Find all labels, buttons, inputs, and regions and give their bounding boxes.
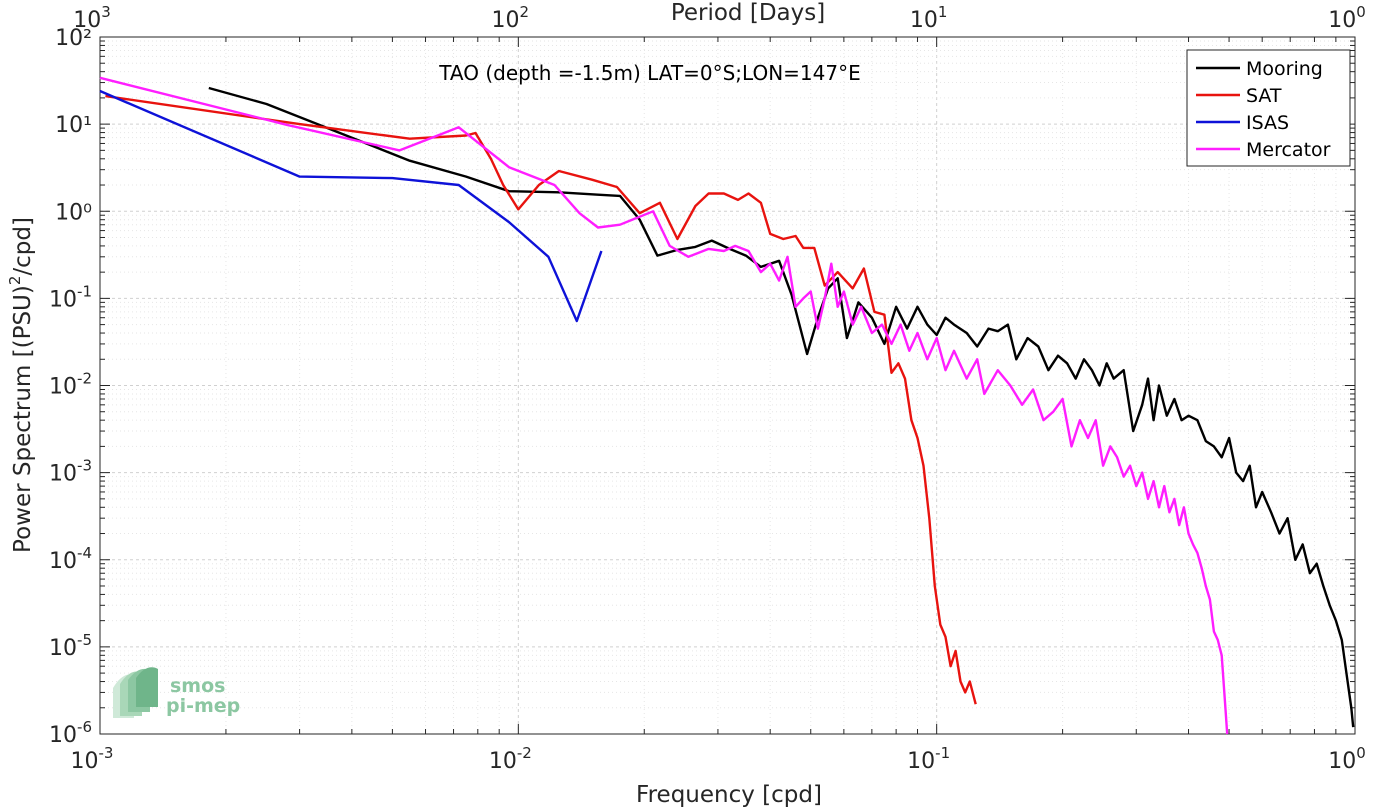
y-tick-label-exp: -5: [77, 631, 92, 649]
y-tick-label: 10-5: [49, 631, 92, 661]
top-tick-label-base: 10: [73, 8, 101, 33]
grid-layer: [99, 37, 1355, 735]
y-tick-label-base: 10: [49, 636, 77, 661]
y-tick-label: 10-1: [49, 282, 92, 312]
top-tick-label-exp: 1: [938, 3, 948, 21]
top-tick-label-exp: 3: [101, 3, 111, 21]
legend-label-sat: SAT: [1246, 85, 1282, 107]
top-tick-label-exp: 2: [520, 3, 530, 21]
legend-label-isas: ISAS: [1246, 112, 1289, 134]
x-tick-label: 10-1: [907, 744, 950, 774]
x-tick-label-base: 10: [489, 749, 517, 774]
top-tick-label: 100: [1328, 3, 1366, 33]
series-line-mercator: [99, 76, 1229, 735]
y-tick-label: 10²: [55, 26, 92, 51]
x-tick-label-exp: -1: [935, 744, 950, 762]
top-tick-label-base: 10: [910, 8, 938, 33]
series-line-mooring: [208, 86, 1355, 728]
y-tick-label-base: 10: [49, 462, 77, 487]
y-axis-label-main: Power Spectrum [(PSU): [10, 285, 36, 553]
x-tick-label-exp: -3: [99, 744, 114, 762]
y-tick-label: 10-3: [49, 457, 92, 487]
x-tick-label-exp: 0: [1356, 744, 1366, 762]
top-tick-label-base: 10: [1328, 8, 1356, 33]
logo-text-smos: smos: [170, 675, 225, 697]
x-axis-label: Frequency [cpd]: [636, 782, 822, 808]
y-tick-label-base: 10: [49, 723, 77, 748]
x-tick-label-base: 10: [1328, 749, 1356, 774]
top-tick-label: 103: [73, 3, 111, 33]
logo-text-pimep: pi-mep: [166, 695, 240, 717]
x-tick-label: 100: [1328, 744, 1366, 774]
series-line-isas: [99, 89, 603, 323]
y-tick-label-exp: -3: [77, 457, 92, 475]
legend-entries: Mooring SAT ISAS Mercator: [1196, 58, 1331, 161]
series-layer: [99, 76, 1355, 735]
top-tick-label: 102: [492, 3, 530, 33]
top-tick-label-base: 10: [492, 8, 520, 33]
y-tick-label-exp: -4: [77, 544, 92, 562]
y-tick-label-base: 10: [49, 549, 77, 574]
chart-title: TAO (depth =-1.5m) LAT=0°S;LON=147°E: [438, 61, 860, 85]
top-axis-label: Period [Days]: [671, 0, 825, 26]
legend: Mooring SAT ISAS Mercator: [1186, 49, 1351, 167]
y-tick-label-base: 10: [49, 375, 77, 400]
legend-box: [1186, 49, 1351, 167]
legend-label-mooring: Mooring: [1246, 58, 1323, 80]
y-tick-label-exp: -1: [77, 282, 92, 300]
y-tick-label: 10-4: [49, 544, 92, 574]
x-tick-label: 10-3: [71, 744, 114, 774]
y-tick-label-base: 10: [49, 287, 77, 312]
y-axis-label: Power Spectrum [(PSU)2/cpd]: [6, 217, 36, 553]
y-tick-label-exp: -2: [77, 370, 92, 388]
series-line-sat: [105, 94, 977, 705]
legend-label-mercator: Mercator: [1246, 139, 1331, 161]
y-tick-label-exp: -6: [77, 718, 92, 736]
top-tick-label-exp: 0: [1356, 3, 1366, 21]
x-tick-label-base: 10: [907, 749, 935, 774]
x-tick-label-base: 10: [71, 749, 99, 774]
smos-pi-mep-logo: smos pi-mep: [113, 667, 240, 718]
y-tick-label: 10-6: [49, 718, 92, 748]
y-tick-label: 10¹: [55, 113, 92, 138]
x-tick-label-exp: -2: [517, 744, 532, 762]
y-tick-label: 10⁰: [55, 200, 92, 225]
x-tick-label: 10-2: [489, 744, 532, 774]
y-tick-label: 10-2: [49, 370, 92, 400]
top-tick-label: 101: [910, 3, 948, 33]
logo-waves-icon: [113, 667, 158, 718]
y-axis-label-sup: 2: [6, 276, 24, 286]
y-axis-label-tail: /cpd]: [10, 217, 36, 276]
